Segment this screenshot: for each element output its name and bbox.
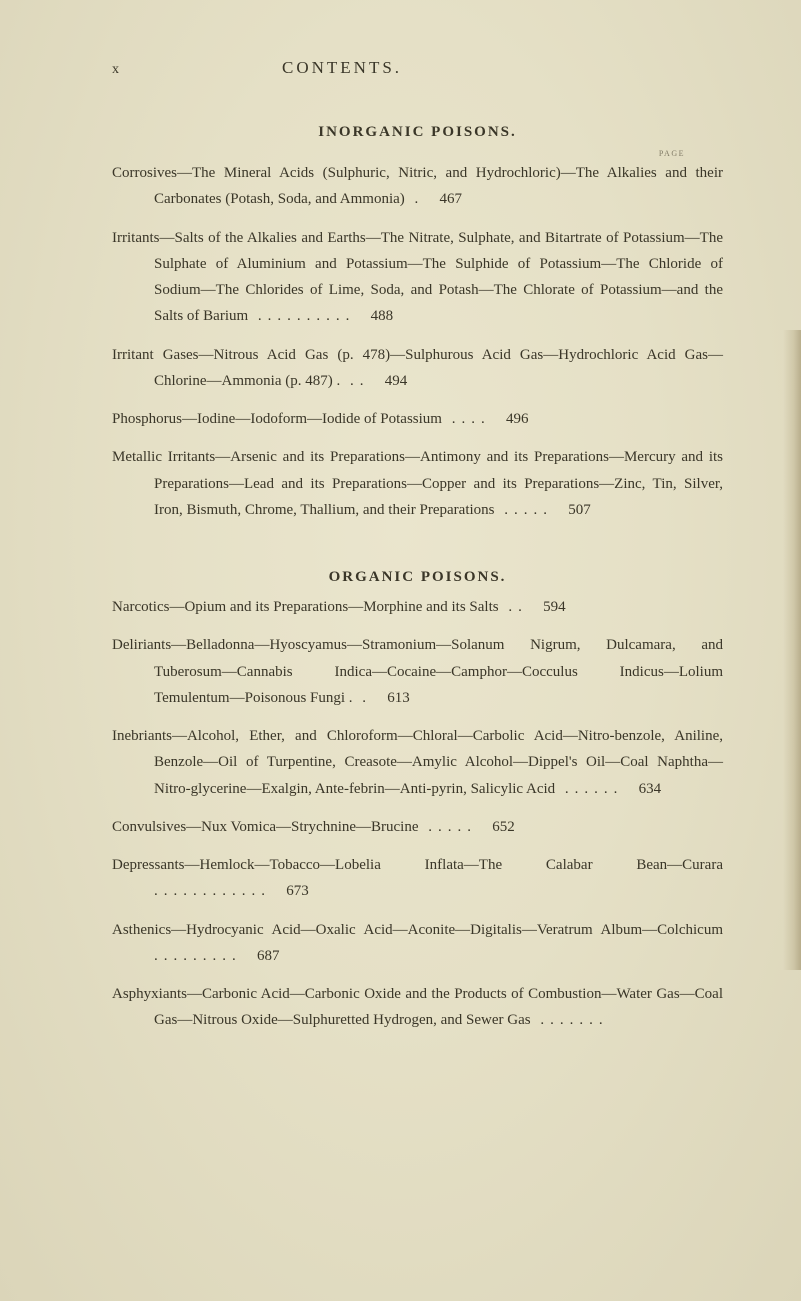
toc-entry-line: Inebriants—Alcohol, Ether, and Chlorofor… — [112, 723, 723, 802]
section-title: INORGANIC POISONS. — [112, 124, 723, 141]
section-gap — [112, 535, 723, 569]
toc-entry: Asphyxiants—Carbonic Acid—Carbonic Oxide… — [112, 981, 723, 1034]
toc-entry-text: Depressants—Hemlock—Tobacco—Lobelia Infl… — [112, 857, 723, 873]
toc-entry-line: Depressants—Hemlock—Tobacco—Lobelia Infl… — [112, 852, 723, 905]
toc-entry-line: Irritant Gases—Nitrous Acid Gas (p. 478)… — [112, 342, 723, 395]
toc-leaders: . — [353, 690, 382, 706]
toc-entry: Depressants—Hemlock—Tobacco—Lobelia Infl… — [112, 852, 723, 905]
toc-leaders: .... — [442, 411, 501, 427]
toc-entry-text: Asthenics—Hydrocyanic Acid—Oxalic Acid—A… — [112, 922, 723, 938]
page-number-roman: x — [112, 62, 282, 78]
toc-leaders: .......... — [248, 308, 365, 324]
toc-entry-text: Convulsives—Nux Vomica—Strychnine—Brucin… — [112, 819, 419, 835]
toc-entry-page: 687 — [252, 943, 280, 969]
sections-container: INORGANIC POISONS. PAGE Corrosives—The Min… — [112, 124, 723, 1034]
toc-entry: Narcotics—Opium and its Preparations—Mor… — [112, 594, 723, 620]
page-stain — [783, 330, 801, 970]
toc-entry-line: Asphyxiants—Carbonic Acid—Carbonic Oxide… — [112, 981, 723, 1034]
toc-leaders: ..... — [495, 502, 563, 518]
toc-entry-line: Narcotics—Opium and its Preparations—Mor… — [112, 594, 723, 620]
toc-leaders: ............ — [154, 883, 281, 899]
toc-entry-page: 496 — [500, 406, 528, 432]
toc-entry: Inebriants—Alcohol, Ether, and Chlorofor… — [112, 723, 723, 802]
toc-leaders: ......... — [154, 948, 252, 964]
toc-entry-page: 467 — [434, 186, 462, 212]
toc-entry-line: Irritants—Salts of the Alkalies and Eart… — [112, 225, 723, 330]
toc-entry-page: 494 — [379, 368, 407, 394]
page-header: x CONTENTS. — [112, 58, 723, 78]
toc-entry-text: Metallic Irritants—Arsenic and its Prepa… — [112, 449, 723, 518]
toc-leaders: ....... — [531, 1012, 619, 1028]
toc-entry-page: 634 — [633, 776, 661, 802]
toc-entry-text: Narcotics—Opium and its Preparations—Mor… — [112, 599, 499, 615]
toc-entry-page: 507 — [563, 497, 591, 523]
toc-leaders: .. — [499, 599, 538, 615]
toc-leaders: ...... — [555, 781, 633, 797]
toc-entry-text: Asphyxiants—Carbonic Acid—Carbonic Oxide… — [112, 986, 723, 1028]
toc-leaders: . — [405, 191, 434, 207]
toc-entry-line: Deliriants—Belladonna—Hyoscyamus—Stramon… — [112, 632, 723, 711]
toc-entry: Irritant Gases—Nitrous Acid Gas (p. 478)… — [112, 342, 723, 395]
toc-entry-text: Phosphorus—Iodine—Iodoform—Iodide of Pot… — [112, 411, 442, 427]
toc-entry: Deliriants—Belladonna—Hyoscyamus—Stramon… — [112, 632, 723, 711]
toc-entry-line: Corrosives—The Mineral Acids (Sulphuric,… — [112, 160, 723, 213]
toc-entry-page: 652 — [487, 814, 515, 840]
toc-entry-line: Convulsives—Nux Vomica—Strychnine—Brucin… — [112, 814, 723, 840]
toc-entry-line: Phosphorus—Iodine—Iodoform—Iodide of Pot… — [112, 406, 723, 432]
toc-leaders: ..... — [419, 819, 487, 835]
toc-entry: Convulsives—Nux Vomica—Strychnine—Brucin… — [112, 814, 723, 840]
toc-entry: Corrosives—The Mineral Acids (Sulphuric,… — [112, 160, 723, 213]
page-label: PAGE — [112, 149, 685, 158]
toc-entry: Irritants—Salts of the Alkalies and Eart… — [112, 225, 723, 330]
toc-entry-page: 488 — [365, 303, 393, 329]
toc-entry-page: 613 — [382, 685, 410, 711]
toc-entry-line: Metallic Irritants—Arsenic and its Prepa… — [112, 444, 723, 523]
toc-entry-page: 594 — [538, 594, 566, 620]
toc-entry: Metallic Irritants—Arsenic and its Prepa… — [112, 444, 723, 523]
section-title: ORGANIC POISONS. — [112, 569, 723, 586]
toc-entry: Asthenics—Hydrocyanic Acid—Oxalic Acid—A… — [112, 917, 723, 970]
toc-entry-text: Deliriants—Belladonna—Hyoscyamus—Stramon… — [112, 637, 723, 706]
toc-entry: Phosphorus—Iodine—Iodoform—Iodide of Pot… — [112, 406, 723, 432]
toc-entry-line: Asthenics—Hydrocyanic Acid—Oxalic Acid—A… — [112, 917, 723, 970]
contents-title: CONTENTS. — [282, 58, 402, 78]
toc-leaders: .. — [340, 373, 379, 389]
page-container: x CONTENTS. INORGANIC POISONS. PAGE Corros… — [0, 0, 801, 1301]
toc-entry-page: 673 — [281, 878, 309, 904]
toc-entry-text: Irritant Gases—Nitrous Acid Gas (p. 478)… — [112, 347, 723, 389]
toc-entry-text: Irritants—Salts of the Alkalies and Eart… — [112, 230, 723, 325]
